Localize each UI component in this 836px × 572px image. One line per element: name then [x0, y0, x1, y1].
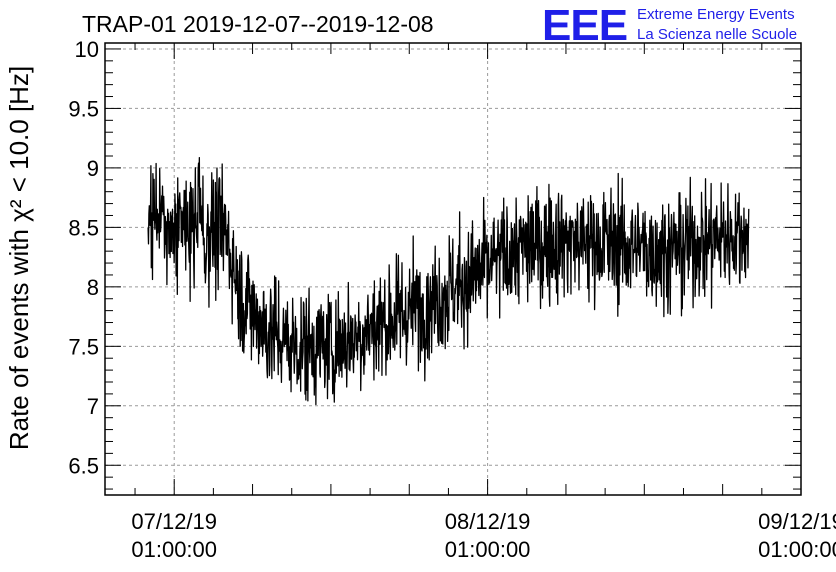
x-tick-labels: 07/12/19 01:00:00 08/12/19 01:00:00 09/12/19… — [131, 509, 836, 562]
y-axis-label-text: Rate of events with χ² < 10.0 [Hz] — [4, 66, 34, 450]
y-axis-label: Rate of events with χ² < 10.0 [Hz] — [4, 66, 34, 450]
y-tick-label: 7 — [87, 394, 99, 419]
eee-logo-line1: Extreme Energy Events — [637, 6, 795, 23]
y-tick-label: 8 — [87, 275, 99, 300]
y-tick-label: 9 — [87, 156, 99, 181]
series-line — [147, 157, 750, 406]
y-tick-label: 8.5 — [68, 215, 99, 240]
series-trace — [147, 157, 750, 406]
y-tick-label: 9.5 — [68, 96, 99, 121]
x-tick-label-time: 01:00:00 — [758, 537, 836, 562]
x-tick-label-date: 09/12/19 — [758, 509, 836, 534]
axis-ticks — [105, 43, 802, 495]
x-tick-label-time: 01:00:00 — [445, 537, 531, 562]
eee-logo-line2: La Scienza nelle Scuole — [637, 26, 797, 43]
y-tick-label: 10 — [75, 37, 99, 62]
x-tick-label-date: 08/12/19 — [445, 509, 531, 534]
eee-logo-mark: EEE — [542, 1, 627, 50]
plot-frame — [104, 42, 802, 496]
x-tick-label-date: 07/12/19 — [131, 509, 217, 534]
plot-frame-rect — [104, 42, 802, 496]
eee-logo: EEE Extreme Energy Events La Scienza nel… — [542, 1, 797, 50]
x-tick-label-time: 01:00:00 — [131, 537, 217, 562]
y-tick-labels: 6.5 7 7.5 8 8.5 9 9.5 10 — [68, 37, 99, 478]
y-tick-label: 7.5 — [68, 334, 99, 359]
y-tick-label: 6.5 — [68, 453, 99, 478]
chart-title: TRAP-01 2019-12-07--2019-12-08 — [82, 11, 434, 37]
